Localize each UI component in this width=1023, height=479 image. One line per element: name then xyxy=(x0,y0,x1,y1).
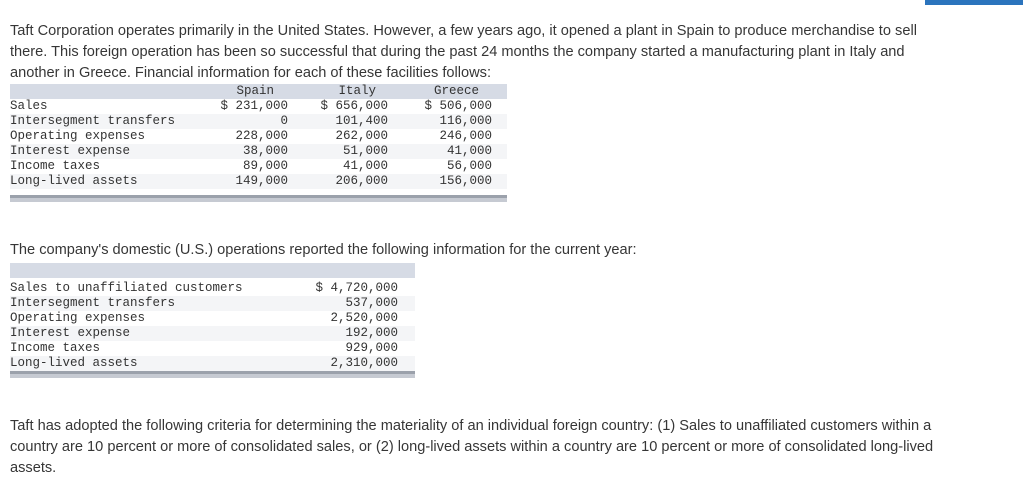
row-label: Interest expense xyxy=(10,144,131,158)
table-row: Sales $ 231,000 $ 656,000 $ 506,000 xyxy=(10,99,507,114)
cell-value: 192,000 xyxy=(345,326,398,340)
cell-value: 537,000 xyxy=(345,296,398,310)
cell-value: 51,000 xyxy=(342,144,388,158)
horizontal-scrollbar[interactable] xyxy=(10,195,507,202)
row-label: Long-lived assets xyxy=(10,174,138,188)
table-row: Sales to unaffiliated customers $ 4,720,… xyxy=(10,281,415,296)
table-row: Intersegment transfers 0 101,400 116,000 xyxy=(10,114,507,129)
cell-value: $ 656,000 xyxy=(320,99,388,113)
column-header-greece: Greece xyxy=(388,84,507,99)
cell-value: 116,000 xyxy=(439,114,492,128)
table-row: Intersegment transfers 537,000 xyxy=(10,296,415,311)
table-header-row: Spain Italy Greece xyxy=(10,84,507,99)
column-header-spain: Spain xyxy=(220,84,288,99)
row-label: Sales xyxy=(10,99,48,113)
row-label: Intersegment transfers xyxy=(10,114,176,128)
criteria-paragraph: Taft has adopted the following criteria … xyxy=(10,417,934,476)
empty-header-cell xyxy=(10,84,220,99)
row-label: Operating expenses xyxy=(10,129,146,143)
cell-value: 246,000 xyxy=(439,129,492,143)
column-header-italy: Italy xyxy=(288,84,388,99)
table-row: Income taxes 929,000 xyxy=(10,341,415,356)
foreign-operations-table: Spain Italy Greece Sales $ 231,000 $ 656… xyxy=(10,84,507,189)
table-row: Long-lived assets 149,000 206,000 156,00… xyxy=(10,174,507,189)
table-row: Interest expense 192,000 xyxy=(10,326,415,341)
cell-value: 2,520,000 xyxy=(330,311,398,325)
domestic-table-header-bar xyxy=(10,263,415,278)
domestic-operations-table: Sales to unaffiliated customers $ 4,720,… xyxy=(10,281,415,371)
table-row: Interest expense 38,000 51,000 41,000 xyxy=(10,144,507,159)
cell-value: $ 506,000 xyxy=(424,99,492,113)
cell-value: 89,000 xyxy=(242,159,288,173)
domestic-paragraph: The company's domestic (U.S.) operations… xyxy=(10,241,637,258)
row-label: Interest expense xyxy=(10,326,131,340)
cell-value: 41,000 xyxy=(342,159,388,173)
cell-value: 929,000 xyxy=(345,341,398,355)
clipped-blue-button[interactable] xyxy=(925,0,1023,5)
cell-value: 38,000 xyxy=(242,144,288,158)
horizontal-scrollbar[interactable] xyxy=(10,371,415,378)
cell-value: 206,000 xyxy=(335,174,388,188)
cell-value: 2,310,000 xyxy=(330,356,398,370)
cell-value: 101,400 xyxy=(335,114,388,128)
cell-value: $ 4,720,000 xyxy=(315,281,398,295)
row-label: Intersegment transfers xyxy=(10,296,176,310)
row-label: Long-lived assets xyxy=(10,356,138,370)
row-label: Operating expenses xyxy=(10,311,146,325)
cell-value: 228,000 xyxy=(235,129,288,143)
table-row: Operating expenses 228,000 262,000 246,0… xyxy=(10,129,507,144)
row-label: Income taxes xyxy=(10,341,101,355)
cell-value: 41,000 xyxy=(446,144,492,158)
cell-value: 56,000 xyxy=(446,159,492,173)
table-row: Operating expenses 2,520,000 xyxy=(10,311,415,326)
table-row: Long-lived assets 2,310,000 xyxy=(10,356,415,371)
cell-value: $ 231,000 xyxy=(220,99,288,113)
cell-value: 0 xyxy=(280,114,288,128)
cell-value: 262,000 xyxy=(335,129,388,143)
row-label: Income taxes xyxy=(10,159,101,173)
cell-value: 156,000 xyxy=(439,174,492,188)
intro-paragraph: Taft Corporation operates primarily in t… xyxy=(10,22,917,81)
row-label: Sales to unaffiliated customers xyxy=(10,281,243,295)
cell-value: 149,000 xyxy=(235,174,288,188)
table-row: Income taxes 89,000 41,000 56,000 xyxy=(10,159,507,174)
